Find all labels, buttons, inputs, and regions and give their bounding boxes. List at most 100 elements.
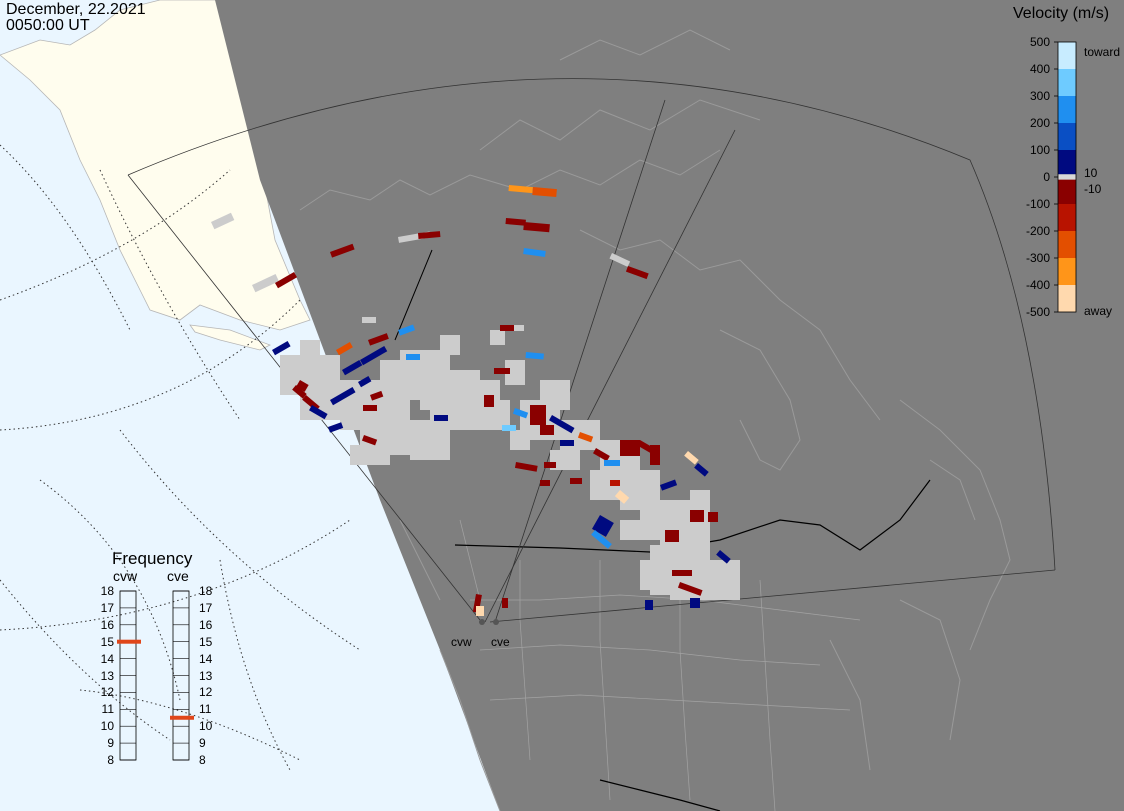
ground-scatter-cell [300,340,320,360]
state-borders [459,519,861,811]
colorbar-bin [1058,258,1076,285]
title-time: 0050:00 UT [6,17,90,34]
land-day [0,0,311,331]
scatter-cells [211,185,740,616]
coastlines [299,29,1011,811]
velocity-cell [650,445,660,465]
frequency-tick-left: 10 [100,719,114,734]
graticule [0,144,361,771]
colorbar-bin [1058,123,1076,150]
velocity-cell [525,352,544,360]
ground-scatter-cell [609,253,631,267]
velocity-cell [560,440,574,446]
velocity-cell [370,390,384,401]
frequency-tick-left: 12 [100,685,114,700]
frequency-tick-right: 8 [199,753,206,767]
frequency-tick-right: 12 [199,685,213,700]
velocity-cell [604,460,620,466]
velocity-cell [472,594,482,613]
velocity-cell [591,530,612,549]
ground-scatter-cell [510,325,524,331]
velocity-cell [274,272,298,289]
velocity-cell [476,606,484,616]
frequency-tick-right: 10 [199,719,213,734]
velocity-cell [694,463,709,477]
frequency-title: Frequency [112,549,193,568]
velocity-cell [645,600,653,610]
legend-toward-label: toward [1084,45,1121,59]
velocity-cell [309,405,328,420]
site-cvw-label: cvw [451,635,472,649]
velocity-cell [363,405,377,411]
velocity-cell [677,582,703,596]
velocity-cell [359,346,388,366]
colorbar-tick-label: 100 [1029,143,1050,157]
velocity-cell [593,448,610,462]
site-cve-label: cve [491,635,510,649]
frequency-tick-right: 16 [199,617,213,632]
frequency-tick-right: 14 [199,651,213,666]
colorbar-bin [1058,69,1076,96]
velocity-cell [512,407,529,419]
velocity-cell [502,425,516,431]
ground-scatter-cell [620,520,640,540]
colorbar-bin [1058,285,1076,312]
colorbar-tick-label: -200 [1025,224,1050,238]
velocity-cell [614,490,630,504]
velocity-cell [540,425,554,435]
colorbar-tick-label: 0 [1043,170,1050,184]
title-date: December, 22.2021 [6,1,146,18]
alaska-border [394,249,433,341]
colorbar-tick-label: 200 [1029,116,1050,130]
frequency-marker-cve [170,715,194,720]
velocity-cell [494,368,510,374]
velocity-cell [508,185,533,194]
velocity-cell [684,451,699,465]
ground-scatter-cell [505,360,525,385]
velocity-cell [330,387,356,406]
frequency-gauges [117,590,194,761]
frequency-tick-left: 18 [100,584,114,598]
velocity-cell [549,415,575,434]
legend-inner-pos: 10 [1084,166,1098,180]
ground-scatter-cell [350,445,390,465]
colorbar-bin [1058,42,1076,69]
ground-scatter-cell [490,330,505,345]
freq-radar-cvw: cvw [113,568,138,584]
colorbar-tick-label: -100 [1025,197,1050,211]
velocity-cell [368,333,389,346]
ground-scatter-cell [410,445,450,460]
velocity-cell [500,325,514,331]
velocity-cell [672,570,692,576]
velocity-cell [342,360,363,376]
velocity-cell [484,395,494,407]
velocity-cell [358,376,372,388]
ground-scatter-cell [211,212,235,230]
velocity-cell [690,510,704,522]
ground-scatter-cell [440,335,460,355]
velocity-cell [335,342,353,356]
ground-scatter-cell [550,450,580,470]
colorbar-bin [1058,204,1076,231]
velocity-cell [397,324,416,336]
colorbar-tick-label: 500 [1029,35,1050,49]
velocity-cell [418,231,441,239]
velocity-cell [292,384,307,399]
velocity-cell [361,434,378,446]
velocity-cell [620,440,640,456]
velocity-cell [708,512,718,522]
velocity-cell [330,243,355,258]
colorbar-tick-label: 400 [1029,62,1050,76]
velocity-cell [523,222,550,233]
frequency-tick-left: 15 [100,634,114,649]
frequency-tick-left: 16 [100,617,114,632]
frequency-tick-left: 13 [100,668,114,683]
velocity-cell [406,354,420,360]
frequency-tick-left: 14 [100,651,114,666]
colorbar-bin [1058,231,1076,258]
aleutians [189,324,271,351]
frequency-tick-left: 11 [101,702,114,717]
frequency-marker-cvw [117,639,141,644]
colorbar-tick-label: -300 [1025,251,1050,265]
